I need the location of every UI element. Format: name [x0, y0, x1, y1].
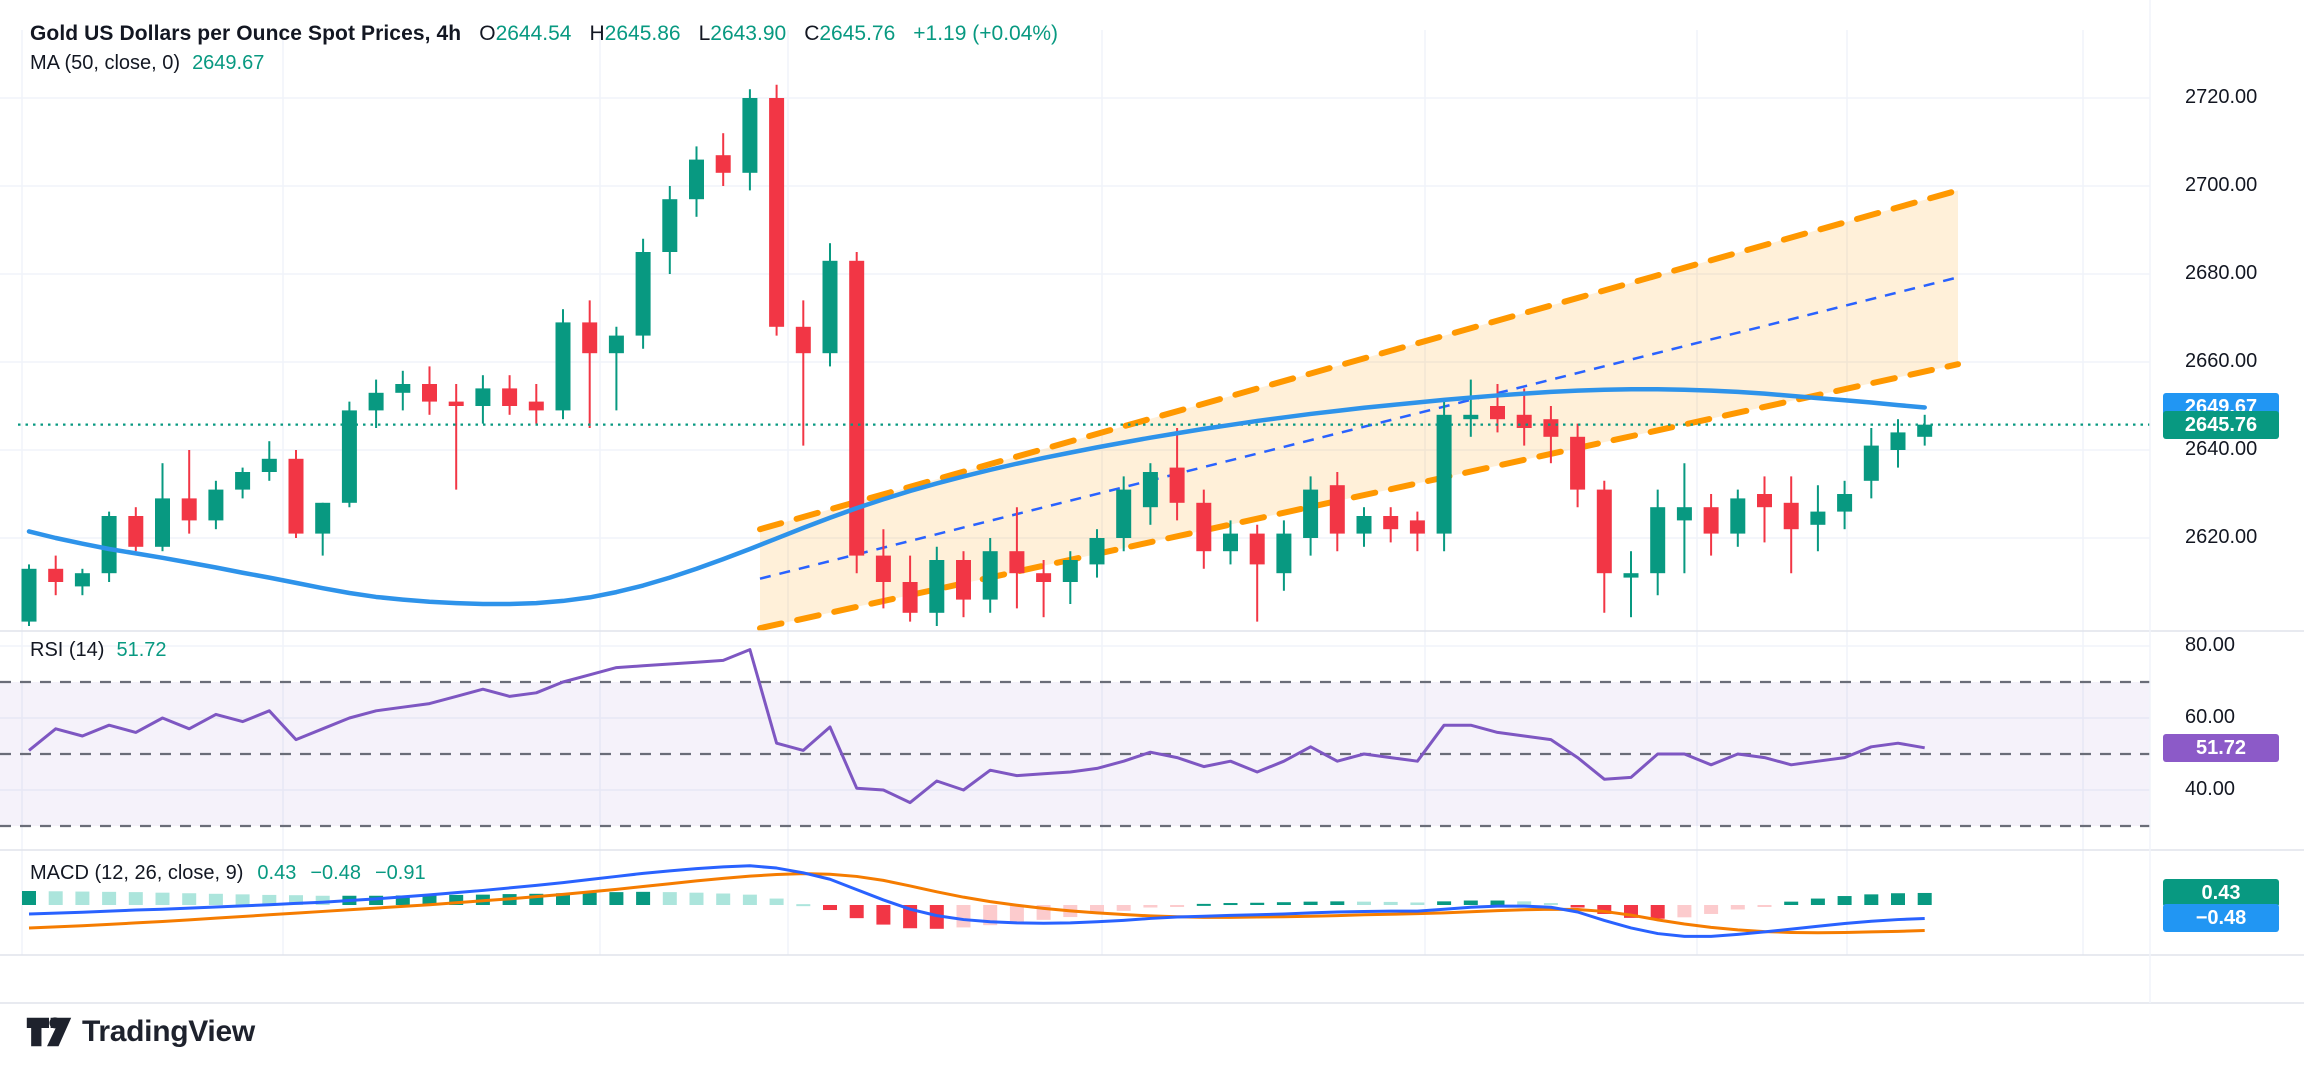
close-label: C	[804, 22, 820, 45]
price-tick-2620.00: 2620.00	[2185, 526, 2258, 548]
high-label: H	[589, 22, 605, 45]
price-axis[interactable]: 2720.00 2700.00 2680.00 2660.00 2640.00 2620.…	[2150, 0, 2304, 1003]
low-label: L	[698, 22, 711, 45]
macd-legend[interactable]: MACD (12, 26, close, 9) 0.43 −0.48 −0.91	[30, 862, 426, 885]
macd-signal-value: −0.91	[374, 862, 426, 884]
change-value: +1.19 (+0.04%)	[913, 22, 1059, 45]
rsi-tick-60.00: 60.00	[2185, 706, 2236, 728]
macd-hist-badge: 0.43	[2163, 878, 2279, 907]
rsi-value-badge: 51.72	[2163, 733, 2279, 762]
price-tick-2700.00: 2700.00	[2185, 174, 2258, 196]
ohlc-high: H2645.86	[589, 22, 680, 46]
symbol-legend[interactable]: Gold US Dollars per Ounce Spot Prices, 4…	[30, 22, 1058, 46]
time-axis[interactable]: 2022252712:00Dec35	[0, 956, 2150, 1003]
tradingview-logo-text: TradingView	[82, 1015, 255, 1048]
macd-line-badge: −0.48	[2163, 904, 2279, 933]
tradingview-logo-icon	[26, 1017, 72, 1047]
price-tick-2660.00: 2660.00	[2185, 350, 2258, 372]
ohlc-open: O2644.54	[479, 22, 571, 46]
price-tick-2680.00: 2680.00	[2185, 262, 2258, 284]
rsi-label: RSI (14)	[30, 639, 105, 661]
ma-label: MA (50, close, 0)	[30, 52, 181, 74]
close-value: 2645.76	[819, 22, 896, 45]
rsi-tick-80.00: 80.00	[2185, 634, 2236, 656]
macd-hist-value: 0.43	[257, 862, 297, 884]
open-value: 2644.54	[495, 22, 572, 45]
price-tick-2720.00: 2720.00	[2185, 86, 2258, 108]
macd-label: MACD (12, 26, close, 9)	[30, 862, 244, 884]
rsi-value: 51.72	[116, 639, 167, 661]
ohlc-low: L2643.90	[699, 22, 787, 46]
symbol-title: Gold US Dollars per Ounce Spot Prices, 4…	[30, 22, 462, 45]
low-value: 2643.90	[710, 22, 787, 45]
open-label: O	[479, 22, 496, 45]
ohlc-close: C2645.76	[804, 22, 895, 46]
price-tick-2640.00: 2640.00	[2185, 438, 2258, 460]
last-price-badge: 2645.76	[2163, 410, 2279, 439]
macd-line-value: −0.48	[310, 862, 361, 884]
rsi-legend[interactable]: RSI (14) 51.72	[30, 639, 167, 662]
ma-value: 2649.67	[192, 52, 265, 74]
ma-legend[interactable]: MA (50, close, 0) 2649.67	[30, 52, 264, 75]
tradingview-logo[interactable]: TradingView	[26, 1012, 255, 1052]
rsi-tick-40.00: 40.00	[2185, 778, 2236, 800]
high-value: 2645.86	[604, 22, 681, 45]
